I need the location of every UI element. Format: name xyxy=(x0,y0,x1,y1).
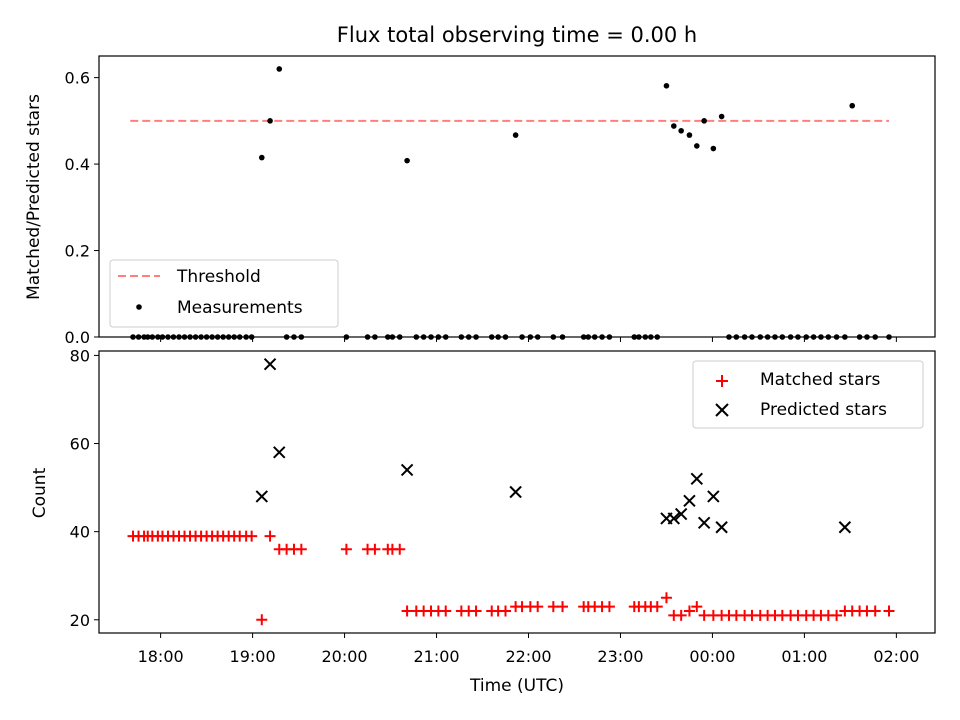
measurement-point xyxy=(686,132,693,138)
measurement-point xyxy=(678,127,684,134)
predicted-star-marker xyxy=(400,463,414,477)
bottom-x-tick-label: 22:00 xyxy=(505,647,551,666)
bottom-x-tick-label: 19:00 xyxy=(230,647,276,666)
predicted-star-marker xyxy=(667,512,681,525)
measurement-point xyxy=(404,157,410,164)
matched-star-marker xyxy=(394,543,406,555)
predicted-legend-marker xyxy=(715,403,729,417)
matched-star-marker xyxy=(500,605,512,617)
bottom-y-tick-label: 60 xyxy=(70,435,90,454)
x-axis-label: Time (UTC) xyxy=(469,676,564,696)
predicted-star-marker xyxy=(674,507,688,521)
matched-star-marker xyxy=(651,601,663,613)
matched-star-marker xyxy=(547,601,559,613)
matched-star-marker xyxy=(675,609,687,621)
predicted-star-marker xyxy=(683,494,696,508)
matched-star-marker xyxy=(295,543,307,555)
matched-star-marker xyxy=(340,543,352,555)
measurement-point xyxy=(276,66,283,72)
top-legend: Threshold Measurements xyxy=(109,259,339,328)
matched-star-marker xyxy=(440,605,452,617)
top-y-axis-label: Matched/Predicted stars xyxy=(24,94,44,300)
bottom-panel: 20 40 60 80 18:00 19:00 20:00 21:00 22:00 23:00 00… xyxy=(30,346,936,696)
measurement-point xyxy=(693,143,700,149)
matched-star-marker xyxy=(401,605,413,617)
top-chart-title: Flux total observing time = 0.00 h xyxy=(337,23,697,47)
bottom-y-tick-label: 80 xyxy=(70,346,90,365)
matched-star-marker xyxy=(264,530,276,542)
matched-star-marker xyxy=(831,609,843,621)
bottom-legend: Matched stars Predicted stars xyxy=(692,360,924,429)
predicted-star-marker xyxy=(255,490,268,503)
measurements-legend-marker xyxy=(136,304,142,310)
predicted-star-marker xyxy=(707,490,720,503)
measurement-point xyxy=(849,102,856,109)
matched-star-marker xyxy=(256,614,268,626)
top-y-tick-label: 0.0 xyxy=(65,328,90,347)
matched-star-marker xyxy=(470,605,482,617)
top-y-tick-label: 0.4 xyxy=(65,155,90,174)
predicted-star-marker xyxy=(838,521,852,534)
bottom-y-tick-label: 40 xyxy=(70,523,90,542)
matched-star-marker xyxy=(532,601,544,613)
measurement-point xyxy=(710,145,717,152)
bottom-x-tick-label: 00:00 xyxy=(689,647,735,666)
predicted-star-marker xyxy=(690,472,704,485)
predicted-star-marker xyxy=(263,358,277,371)
top-legend-box xyxy=(109,259,339,328)
predicted-star-marker xyxy=(697,516,711,530)
top-y-tick-label: 0.2 xyxy=(65,242,90,261)
bottom-x-tick-label: 20:00 xyxy=(322,647,368,666)
matched-star-marker xyxy=(369,543,381,555)
predicted-star-marker xyxy=(715,521,728,534)
matched-star-marker xyxy=(246,530,258,542)
bottom-x-tick-label: 01:00 xyxy=(781,647,827,666)
matched-star-marker xyxy=(883,605,895,617)
matched-star-marker xyxy=(603,601,615,613)
matched-legend-marker xyxy=(716,375,728,387)
bottom-y-axis-label: Count xyxy=(30,467,50,518)
predicted-star-marker xyxy=(509,485,522,499)
top-plot-area: 0.0 0.2 0.4 0.6 xyxy=(65,66,897,347)
bottom-axes-frame xyxy=(98,350,936,634)
top-y-tick-label: 0.6 xyxy=(65,69,90,88)
bottom-legend-box xyxy=(692,360,924,429)
matched-star-marker xyxy=(660,592,672,604)
measurement-point xyxy=(663,83,670,89)
measurement-point xyxy=(258,154,265,161)
predicted-legend-label: Predicted stars xyxy=(760,400,887,420)
measurement-point xyxy=(701,118,707,124)
matched-star-marker xyxy=(557,601,569,613)
matched-star-marker xyxy=(683,605,695,617)
predicted-star-marker xyxy=(273,446,286,459)
matched-star-marker xyxy=(869,605,881,617)
bottom-x-tick-label: 21:00 xyxy=(413,647,459,666)
bottom-plot-area: 20 40 60 80 18:00 19:00 20:00 21:00 22:00 23:00 00… xyxy=(70,346,920,666)
measurement-point xyxy=(267,118,273,124)
bottom-x-tick-label: 23:00 xyxy=(597,647,643,666)
top-axes-frame xyxy=(98,55,936,338)
measurement-point xyxy=(718,113,725,120)
bottom-x-tick-label: 02:00 xyxy=(873,647,919,666)
matched-star-marker xyxy=(698,609,710,621)
bottom-x-tick-label: 18:00 xyxy=(138,647,184,666)
top-panel: 0.0 0.2 0.4 0.6 Matched/Predicted stars Thr… xyxy=(24,55,936,347)
measurement-point xyxy=(512,132,519,138)
matched-legend-label: Matched stars xyxy=(760,370,880,390)
bottom-y-tick-label: 20 xyxy=(70,611,90,630)
threshold-legend-label: Threshold xyxy=(176,267,261,287)
measurement-point xyxy=(671,123,677,129)
measurements-legend-label: Measurements xyxy=(177,298,303,318)
matched-star-marker xyxy=(691,601,703,613)
